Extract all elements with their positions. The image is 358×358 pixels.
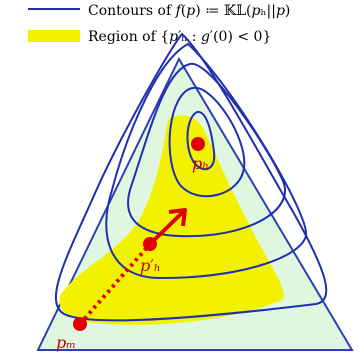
point-ph-prime [143,237,157,251]
gradient-arrow [148,208,187,246]
contour-2 [168,86,246,198]
legend: Contours of 𝑓(𝑝) ≔ 𝕂𝕃(𝑝ₕ||𝑝) Region of {… [28,3,290,45]
point-pm [73,317,87,331]
label-ph-prime: 𝑝′ₕ [140,256,161,275]
contour-lines [55,32,328,322]
contour-4 [105,42,308,280]
point-ph [191,137,205,151]
contour-5 [55,32,328,322]
legend-region-swatch [28,30,80,42]
contour-1 [186,111,216,171]
legend-contour-label: Contours of 𝑓(𝑝) ≔ 𝕂𝕃(𝑝ₕ||𝑝) [88,3,290,19]
label-ph: 𝑝ₕ [192,154,209,173]
label-pm: 𝑝ₘ [56,333,76,352]
